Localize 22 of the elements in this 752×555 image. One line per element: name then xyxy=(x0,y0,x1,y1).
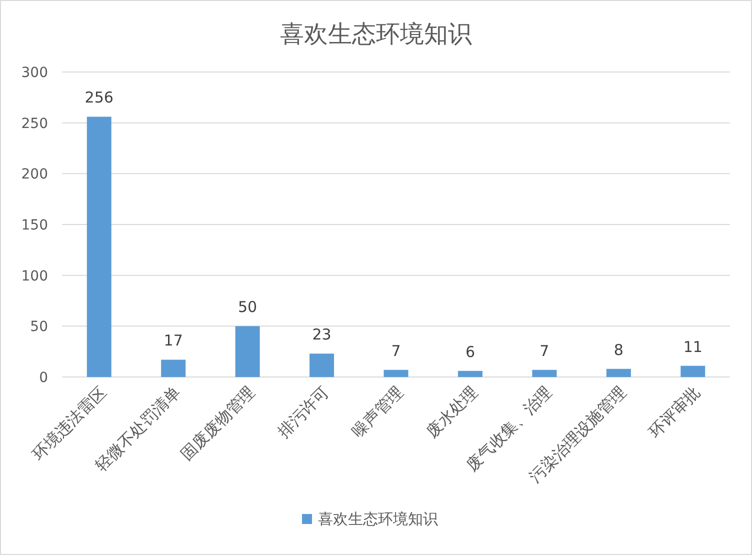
xtick: 废水处理 xyxy=(422,382,482,442)
data-label: 17 xyxy=(164,332,183,350)
data-label: 11 xyxy=(683,338,702,356)
data-label: 8 xyxy=(614,340,624,359)
data-label: 23 xyxy=(312,326,332,344)
title: 喜欢生态环境知识 xyxy=(280,20,472,48)
xtick: 环评审批 xyxy=(645,382,704,442)
legend: 喜欢生态环境知识 xyxy=(302,510,438,528)
ytick: 200 xyxy=(21,166,48,183)
data-label: 7 xyxy=(540,342,550,360)
data-label: 256 xyxy=(84,88,114,107)
xtick: 噪声管理 xyxy=(348,382,407,442)
xtick: 排污许可 xyxy=(274,382,333,442)
ytick: 150 xyxy=(21,218,48,234)
data-label: 50 xyxy=(238,298,258,316)
ytick: 100 xyxy=(21,268,48,284)
ytick: 50 xyxy=(30,319,48,336)
ytick: 0 xyxy=(39,370,48,386)
data-label: 6 xyxy=(465,342,475,361)
data-label: 7 xyxy=(391,342,401,360)
ytick: 250 xyxy=(21,116,48,132)
ytick: 300 xyxy=(21,65,48,81)
